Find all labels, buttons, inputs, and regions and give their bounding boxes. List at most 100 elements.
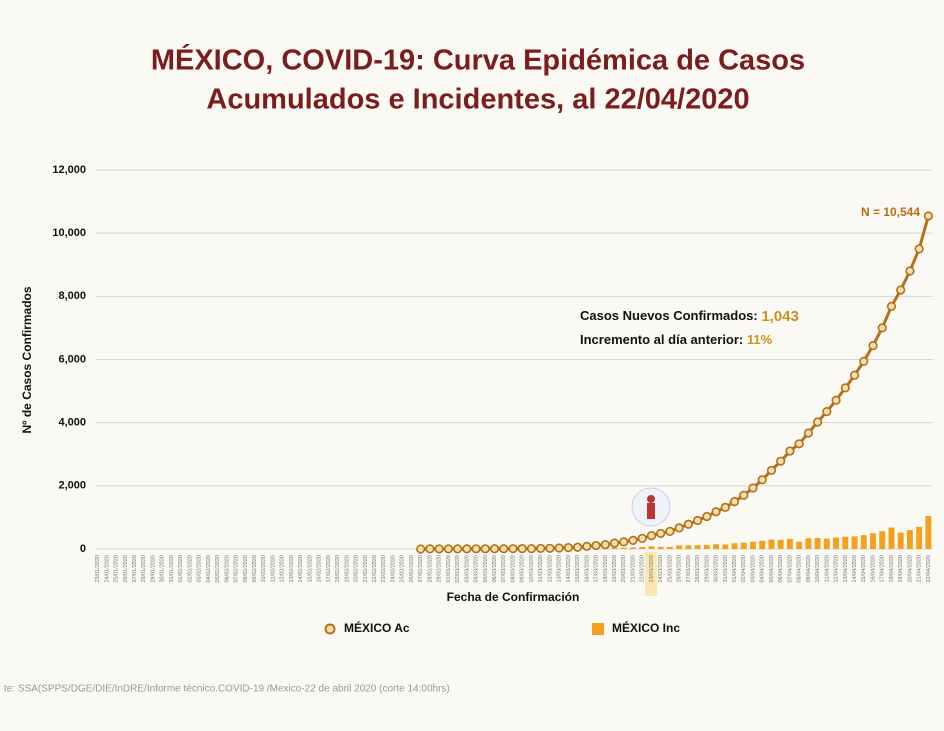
- total-annotation: N = 10,544: [861, 205, 920, 219]
- bar: [703, 545, 710, 549]
- line-marker: [859, 356, 869, 366]
- x-tick-label: 30/03/2020: [714, 555, 720, 583]
- x-tick-label: 03/02/2020: [197, 555, 203, 583]
- bar: [814, 537, 821, 549]
- bar: [639, 546, 646, 549]
- line-marker: [619, 537, 629, 547]
- bar: [676, 545, 683, 549]
- line-marker: [453, 544, 463, 554]
- y-tick-label: 6,000: [58, 353, 86, 365]
- x-tick-label: 23/02/2020: [381, 555, 387, 583]
- x-tick-label: 27/03/2020: [686, 555, 692, 583]
- legend-label: MÉXICO Ac: [344, 620, 410, 635]
- x-tick-label: 26/02/2020: [409, 555, 415, 583]
- x-tick-label: 28/03/2020: [695, 555, 701, 583]
- x-tick-label: 12/02/2020: [280, 555, 286, 583]
- line-marker: [637, 533, 647, 543]
- line-marker: [434, 544, 444, 554]
- icon-body: [647, 503, 655, 519]
- x-tick-label: 07/04/2020: [787, 555, 793, 583]
- x-tick-label: 26/03/2020: [677, 555, 683, 583]
- x-tick-label: 22/04/2020: [926, 555, 932, 583]
- line-marker: [600, 540, 610, 550]
- y-axis-label: Nº de Casos Confirmados: [20, 286, 34, 433]
- x-tick-label: 02/04/2020: [741, 555, 747, 583]
- bar: [666, 546, 673, 549]
- x-tick-label: 10/04/2020: [815, 555, 821, 583]
- legend-marker: [324, 623, 336, 635]
- x-tick-label: 01/02/2020: [178, 555, 184, 583]
- line-marker: [914, 244, 924, 254]
- x-tick-label: 08/03/2020: [510, 555, 516, 583]
- x-tick-label: 25/01/2020: [114, 555, 120, 583]
- line-marker: [923, 211, 933, 221]
- line-marker: [877, 323, 887, 333]
- bar: [722, 544, 729, 549]
- x-tick-label: 18/02/2020: [335, 555, 341, 583]
- x-tick-label: 11/02/2020: [270, 555, 276, 582]
- bar: [786, 538, 793, 549]
- bar: [851, 536, 858, 549]
- chart-title: MÉXICO, COVID-19: Curva Epidémica de Cas…: [151, 43, 805, 77]
- bar: [611, 547, 618, 549]
- x-tick-label: 16/04/2020: [870, 555, 876, 583]
- line-marker: [886, 301, 897, 312]
- x-tick-label: 07/02/2020: [234, 555, 240, 583]
- line-marker: [766, 465, 777, 475]
- x-tick-label: 07/03/2020: [501, 555, 507, 583]
- x-tick-label: 03/03/2020: [464, 555, 470, 583]
- x-tick-label: 06/02/2020: [224, 555, 230, 583]
- x-tick-label: 05/03/2020: [483, 555, 489, 583]
- y-tick-label: 0: [80, 543, 86, 555]
- x-tick-label: 23/03/2020: [649, 555, 655, 583]
- x-tick-label: 04/04/2020: [760, 555, 766, 583]
- annotation-label: Incremento al día anterior:: [580, 332, 743, 347]
- x-tick-label: 21/04/2020: [917, 555, 923, 583]
- x-tick-label: 02/03/2020: [455, 555, 461, 583]
- x-tick-label: 20/04/2020: [907, 555, 913, 583]
- x-tick-label: 21/02/2020: [363, 555, 369, 583]
- annotation-label: Casos Nuevos Confirmados:: [580, 308, 758, 323]
- x-tick-label: 14/04/2020: [852, 555, 858, 583]
- icon-head: [647, 495, 655, 503]
- x-tick-label: 28/01/2020: [141, 555, 147, 583]
- x-tick-label: 29/03/2020: [704, 555, 710, 583]
- x-tick-label: 09/03/2020: [520, 555, 526, 583]
- line-marker: [591, 540, 601, 551]
- line-marker: [508, 544, 518, 554]
- line-marker: [803, 428, 813, 438]
- legend-marker: [592, 623, 604, 635]
- x-tick-label: 05/04/2020: [769, 555, 775, 583]
- line-marker: [739, 490, 749, 500]
- line-marker: [868, 340, 878, 351]
- x-tick-label: 24/03/2020: [658, 555, 664, 583]
- line-marker: [582, 541, 592, 551]
- x-tick-label: 11/04/2020: [824, 555, 830, 582]
- line-marker: [683, 519, 693, 529]
- x-tick-label: 22/03/2020: [640, 555, 646, 583]
- line-marker: [776, 456, 786, 466]
- x-tick-label: 13/02/2020: [289, 555, 295, 583]
- bar: [925, 516, 932, 549]
- x-tick-label: 08/04/2020: [797, 555, 803, 583]
- bar: [768, 539, 775, 549]
- line-marker: [416, 544, 426, 554]
- x-tick-label: 29/01/2020: [150, 555, 156, 583]
- bar: [694, 545, 701, 549]
- x-tick-label: 11/03/2020: [538, 555, 544, 582]
- bar: [713, 544, 720, 549]
- line-marker: [822, 406, 832, 417]
- x-tick-label: 18/04/2020: [889, 555, 895, 583]
- x-tick-label: 15/02/2020: [307, 555, 313, 583]
- line-marker: [674, 523, 684, 533]
- x-tick-label: 13/04/2020: [843, 555, 849, 583]
- x-tick-label: 28/02/2020: [427, 555, 433, 583]
- line-marker: [711, 507, 721, 517]
- line-marker: [573, 542, 583, 552]
- line-marker: [813, 417, 823, 427]
- x-axis-label: Fecha de Confirmación: [447, 590, 580, 604]
- line-marker: [757, 475, 767, 485]
- line-marker: [526, 543, 537, 554]
